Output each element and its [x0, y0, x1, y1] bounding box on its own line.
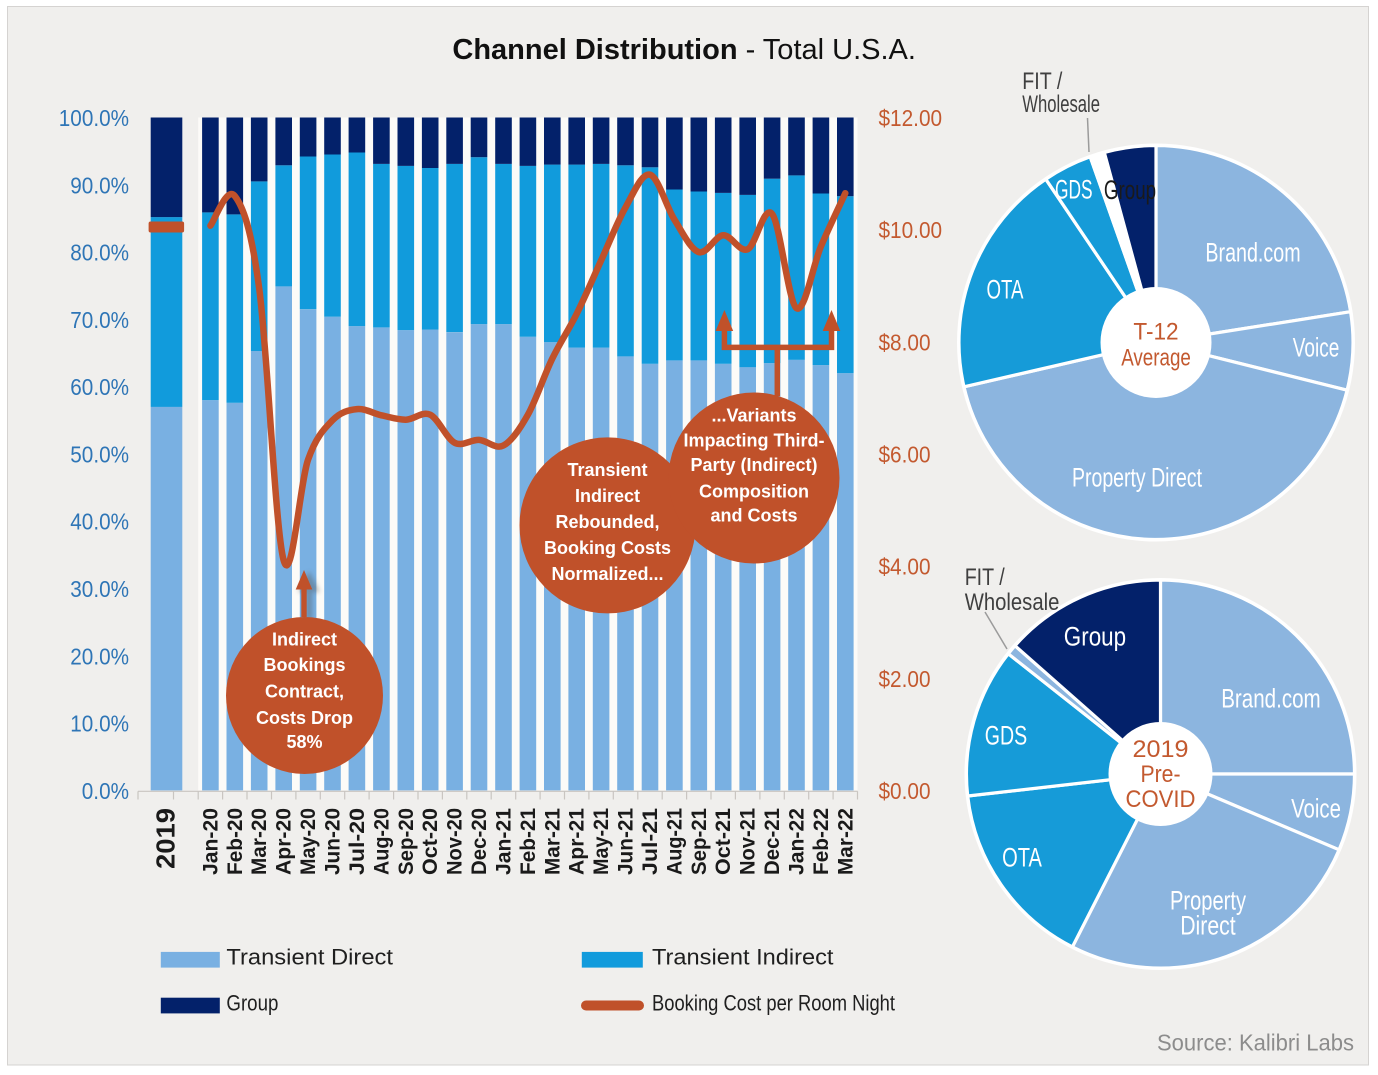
svg-text:Brand.com: Brand.com	[1205, 238, 1300, 268]
svg-text:GDS: GDS	[1055, 175, 1093, 205]
svg-text:...Variants: ...Variants	[711, 406, 796, 426]
svg-text:100.0%: 100.0%	[59, 105, 129, 131]
svg-text:Feb-21: Feb-21	[517, 808, 540, 875]
svg-text:Wholesale: Wholesale	[1022, 91, 1100, 118]
svg-text:Booking Cost per Room Night: Booking Cost per Room Night	[652, 990, 895, 1015]
svg-text:$2.00: $2.00	[879, 666, 931, 692]
svg-text:Indirect: Indirect	[575, 486, 640, 506]
svg-text:90.0%: 90.0%	[70, 172, 129, 198]
svg-text:Booking Costs: Booking Costs	[544, 538, 671, 558]
svg-text:Mar-21: Mar-21	[541, 808, 564, 875]
svg-text:Oct-21: Oct-21	[712, 808, 735, 875]
svg-text:Aug-20: Aug-20	[370, 808, 393, 875]
svg-text:and Costs: and Costs	[710, 506, 797, 526]
svg-text:Indirect: Indirect	[272, 629, 337, 649]
svg-text:$8.00: $8.00	[879, 329, 931, 355]
svg-text:Bookings: Bookings	[263, 655, 345, 675]
svg-text:Jun-20: Jun-20	[322, 808, 345, 875]
svg-text:Jun-21: Jun-21	[615, 808, 638, 875]
svg-text:Party (Indirect): Party (Indirect)	[690, 455, 817, 475]
svg-text:Transient Direct: Transient Direct	[226, 945, 393, 970]
svg-text:0.0%: 0.0%	[82, 778, 129, 804]
svg-text:Rebounded,: Rebounded,	[556, 512, 660, 532]
svg-text:60.0%: 60.0%	[70, 374, 129, 400]
svg-text:Nov-20: Nov-20	[444, 808, 467, 875]
svg-text:Direct: Direct	[1180, 911, 1236, 941]
svg-text:Jan-21: Jan-21	[492, 808, 515, 875]
svg-text:Mar-20: Mar-20	[248, 808, 271, 875]
svg-text:80.0%: 80.0%	[70, 240, 129, 266]
svg-text:Contract,: Contract,	[265, 682, 344, 702]
svg-text:May-21: May-21	[590, 808, 613, 875]
svg-text:Transient Indirect: Transient Indirect	[652, 945, 834, 970]
svg-text:Aug-21: Aug-21	[663, 808, 686, 875]
svg-text:40.0%: 40.0%	[70, 509, 129, 535]
svg-text:OTA: OTA	[987, 275, 1024, 305]
svg-text:Group: Group	[1064, 622, 1126, 652]
svg-text:$6.00: $6.00	[879, 441, 931, 467]
svg-text:$4.00: $4.00	[879, 554, 931, 580]
svg-text:Jul-20: Jul-20	[346, 808, 369, 875]
svg-text:70.0%: 70.0%	[70, 307, 129, 333]
svg-text:Mar-22: Mar-22	[834, 808, 857, 875]
svg-text:Property Direct: Property Direct	[1072, 463, 1202, 493]
svg-text:Voice: Voice	[1293, 333, 1340, 363]
svg-text:Property: Property	[1170, 886, 1247, 916]
svg-text:Jan-20: Jan-20	[199, 808, 222, 875]
svg-text:FIT /: FIT /	[1022, 68, 1062, 95]
svg-text:Jul-21: Jul-21	[639, 808, 662, 875]
svg-text:Dec-20: Dec-20	[468, 808, 491, 875]
svg-text:Brand.com: Brand.com	[1221, 684, 1321, 714]
svg-text:Costs Drop: Costs Drop	[256, 708, 353, 728]
svg-text:$12.00: $12.00	[879, 105, 943, 131]
svg-text:Sep-20: Sep-20	[395, 808, 418, 875]
svg-text:2019: 2019	[1133, 736, 1189, 763]
svg-text:2019: 2019	[151, 808, 181, 869]
svg-text:Composition: Composition	[699, 482, 809, 502]
svg-text:Impacting Third-: Impacting Third-	[684, 430, 825, 450]
svg-text:Group: Group	[226, 990, 278, 1015]
svg-text:Jan-22: Jan-22	[786, 808, 809, 875]
svg-text:GDS: GDS	[985, 721, 1027, 751]
svg-text:T-12: T-12	[1133, 319, 1178, 346]
svg-text:10.0%: 10.0%	[70, 711, 129, 737]
svg-text:Oct-20: Oct-20	[419, 808, 442, 875]
svg-text:Sep-21: Sep-21	[688, 808, 711, 875]
svg-text:Voice: Voice	[1291, 794, 1341, 824]
svg-text:Normalized...: Normalized...	[551, 564, 663, 584]
svg-text:$0.00: $0.00	[879, 778, 931, 804]
svg-text:FIT /: FIT /	[965, 564, 1005, 591]
svg-text:Average: Average	[1121, 345, 1191, 372]
svg-text:Pre-: Pre-	[1141, 761, 1181, 788]
svg-text:Nov-21: Nov-21	[737, 808, 760, 875]
svg-text:Wholesale: Wholesale	[965, 589, 1060, 616]
svg-text:58%: 58%	[286, 732, 322, 752]
svg-text:Apr-21: Apr-21	[566, 808, 589, 875]
svg-text:Feb-22: Feb-22	[810, 808, 833, 875]
svg-text:Group: Group	[1104, 175, 1156, 205]
svg-text:30.0%: 30.0%	[70, 576, 129, 602]
svg-text:Source: Kalibri Labs: Source: Kalibri Labs	[1157, 1030, 1354, 1056]
svg-text:May-20: May-20	[297, 808, 320, 875]
svg-text:Dec-21: Dec-21	[761, 808, 784, 875]
svg-text:50.0%: 50.0%	[70, 441, 129, 467]
svg-text:COVID: COVID	[1126, 786, 1196, 813]
svg-text:Apr-20: Apr-20	[273, 808, 296, 875]
svg-text:OTA: OTA	[1002, 843, 1042, 873]
svg-text:Feb-20: Feb-20	[224, 808, 247, 875]
svg-text:Transient: Transient	[567, 460, 647, 480]
svg-text:20.0%: 20.0%	[70, 643, 129, 669]
svg-text:Channel Distribution - Total U: Channel Distribution - Total U.S.A.	[452, 34, 916, 66]
svg-text:$10.00: $10.00	[879, 217, 943, 243]
